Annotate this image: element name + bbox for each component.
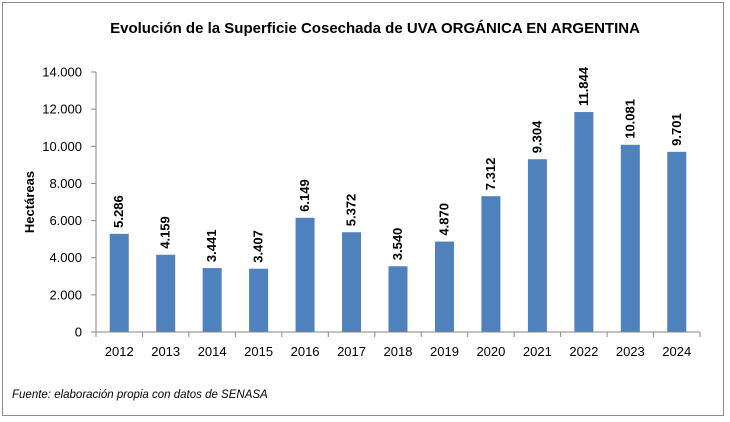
bar-2024 bbox=[667, 151, 687, 332]
bar-2022 bbox=[574, 112, 594, 332]
data-label-2016: 6.149 bbox=[297, 179, 312, 212]
data-label-2019: 4.870 bbox=[436, 203, 451, 236]
bar-2017 bbox=[342, 232, 362, 332]
y-tick-label: 4.000 bbox=[49, 250, 82, 265]
x-tick-label-2016: 2016 bbox=[291, 344, 320, 359]
x-tick-label-2023: 2023 bbox=[616, 344, 645, 359]
bar-2016 bbox=[295, 217, 315, 332]
x-tick-label-2019: 2019 bbox=[430, 344, 459, 359]
data-label-2020: 7.312 bbox=[483, 158, 498, 191]
bars: 5.286 4.159 3.441 3.407 6.149 5.372 3.540 4.870… bbox=[109, 66, 687, 332]
x-tick-label-2014: 2014 bbox=[198, 344, 227, 359]
bar-2020 bbox=[481, 196, 501, 332]
y-tick-label: 12.000 bbox=[42, 102, 82, 117]
bar-2021 bbox=[527, 159, 547, 332]
x-tick-label-2013: 2013 bbox=[151, 344, 180, 359]
x-tick-label-2018: 2018 bbox=[384, 344, 413, 359]
x-tick-label-2024: 2024 bbox=[662, 344, 691, 359]
y-axis-label: Hectáreas bbox=[22, 171, 37, 233]
y-tick-label: 14.000 bbox=[42, 65, 82, 80]
data-label-2015: 3.407 bbox=[251, 230, 266, 263]
data-label-2012: 5.286 bbox=[111, 195, 126, 228]
bar-2015 bbox=[249, 268, 269, 332]
y-tick-label: 8.000 bbox=[49, 176, 82, 191]
x-axis-ticks: 2012 2013 2014 2015 2016 2017 2018 2019 2020 2021… bbox=[95, 332, 701, 359]
bar-2018 bbox=[388, 266, 408, 332]
y-tick-label: 6.000 bbox=[49, 213, 82, 228]
x-tick-label-2012: 2012 bbox=[105, 344, 134, 359]
data-label-2021: 9.304 bbox=[529, 120, 544, 153]
bar-2014 bbox=[202, 268, 222, 332]
x-tick-label-2015: 2015 bbox=[244, 344, 273, 359]
data-label-2013: 4.159 bbox=[158, 216, 173, 249]
data-label-2023: 10.081 bbox=[622, 99, 637, 139]
y-tick-label: 10.000 bbox=[42, 139, 82, 154]
x-tick-label-2021: 2021 bbox=[523, 344, 552, 359]
bar-2012 bbox=[109, 233, 129, 332]
axes bbox=[95, 72, 700, 333]
bar-2013 bbox=[156, 254, 176, 332]
data-label-2024: 9.701 bbox=[669, 113, 684, 146]
chart-title: Evolución de la Superficie Cosechada de … bbox=[110, 20, 640, 37]
data-label-2017: 5.372 bbox=[344, 194, 359, 227]
source-note: Fuente: elaboración propia con datos de … bbox=[12, 389, 268, 401]
data-label-2022: 11.844 bbox=[576, 66, 591, 106]
y-axis-ticks: 0 2.000 4.000 6.000 8.000 10.000 12.000 14.000 bbox=[42, 65, 96, 340]
x-tick-label-2017: 2017 bbox=[337, 344, 366, 359]
bar-2023 bbox=[620, 144, 640, 332]
y-tick-label: 2.000 bbox=[49, 287, 82, 302]
data-label-2018: 3.540 bbox=[390, 228, 405, 261]
x-tick-label-2022: 2022 bbox=[569, 344, 598, 359]
y-tick-label: 0 bbox=[75, 325, 82, 340]
x-tick-label-2020: 2020 bbox=[476, 344, 505, 359]
bar-2019 bbox=[434, 241, 454, 332]
chart-frame bbox=[2, 2, 724, 416]
data-label-2014: 3.441 bbox=[204, 230, 219, 263]
